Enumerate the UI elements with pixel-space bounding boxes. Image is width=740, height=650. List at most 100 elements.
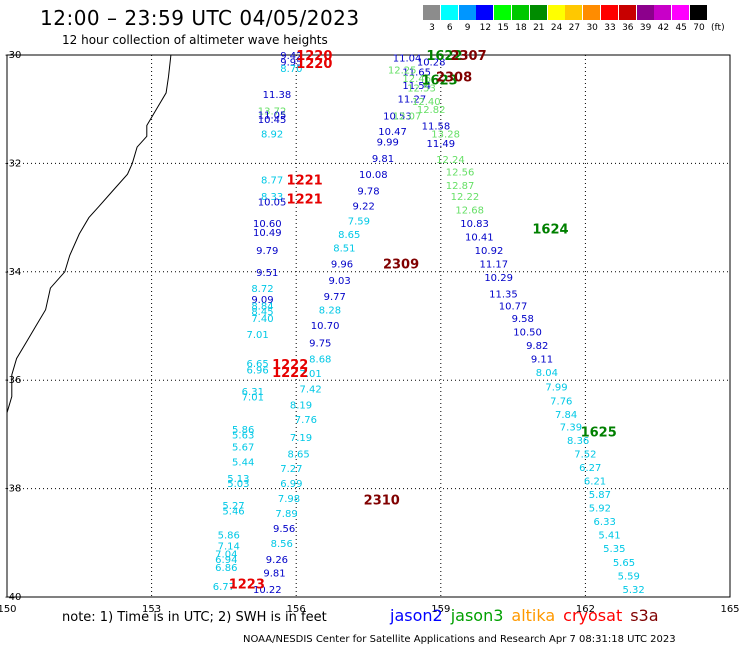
color-swatch (565, 5, 583, 20)
wave-height-value: 9.81 (263, 569, 285, 580)
color-scale-label: 33 (604, 23, 616, 33)
wave-height-value: 11.04 (393, 54, 422, 65)
wave-height-value: 9.51 (256, 268, 278, 279)
pass-time-label: 1222 (272, 358, 308, 373)
wave-height-value: 12.24 (436, 155, 465, 166)
wave-height-value: 12.25 (388, 66, 417, 77)
color-swatch (583, 5, 601, 20)
wave-height-value: 7.40 (251, 314, 273, 325)
wave-height-value: 9.22 (353, 202, 375, 213)
wave-height-value: 11.38 (263, 90, 292, 101)
wave-height-value: 8.51 (333, 243, 355, 254)
wave-height-value: 11.54 (402, 81, 431, 92)
wave-height-value: 7.76 (550, 396, 572, 407)
wave-height-value: 12.53 (407, 84, 436, 95)
color-swatch (601, 5, 618, 20)
wave-height-value: 5.65 (613, 558, 635, 569)
coastline (6, 54, 172, 435)
wave-height-value: 8.19 (290, 401, 312, 412)
wave-height-value: 7.52 (574, 449, 596, 460)
wave-height-value: 12.46 (402, 74, 431, 85)
wave-height-value: 8.68 (309, 355, 331, 366)
wave-height-value: 5.32 (622, 585, 644, 596)
legend-entry-s3a: s3a (630, 606, 659, 625)
wave-height-value: 7.04 (215, 550, 237, 561)
wave-height-value: 11.58 (422, 121, 451, 132)
color-scale-label: 12 (479, 23, 492, 33)
wave-height-value: 5.03 (227, 479, 249, 490)
pass-time-label: 1220 (296, 49, 332, 64)
legend-entry-altika: altika (511, 606, 556, 625)
wave-height-value: 6.86 (215, 563, 237, 574)
wave-height-value: 7.27 (280, 464, 302, 475)
satellite-legend: jason2 jason3 altika cryosat s3a (390, 606, 667, 625)
wave-height-value: 5.59 (618, 571, 640, 582)
credit-line: NOAA/NESDIS Center for Satellite Applica… (243, 634, 676, 645)
color-swatch (618, 5, 636, 20)
wave-height-value: 10.41 (465, 233, 494, 244)
wave-height-value: 10.28 (417, 58, 446, 69)
pass-time-label: 1622 (426, 49, 462, 64)
wave-height-value: 5.41 (598, 531, 620, 542)
latitude-tick-label: -36 (5, 375, 21, 386)
color-scale-label: 3 (429, 23, 435, 33)
wave-height-value: 12.07 (393, 112, 422, 123)
color-scale-label: 15 (497, 23, 509, 33)
pass-time-label: 1222 (272, 366, 308, 381)
wave-height-value: 9.99 (377, 138, 399, 149)
wave-height-value: 8.92 (261, 130, 283, 141)
pass-time-label: 2309 (383, 258, 419, 273)
wave-height-value: 7.01 (300, 369, 322, 380)
wave-height-value: 6.77 (213, 582, 235, 593)
wave-height-value: 7.01 (242, 392, 264, 403)
footnote: note: 1) Time is in UTC; 2) SWH is in fe… (62, 610, 327, 625)
wave-height-value: 8.36 (567, 436, 589, 447)
wave-height-value: 6.27 (579, 463, 601, 474)
wave-height-value: 8.65 (287, 449, 309, 460)
wave-height-value: 9.09 (251, 295, 273, 306)
latitude-tick-label: -38 (5, 484, 21, 495)
wave-height-value: 8.28 (319, 306, 341, 317)
wave-height-value: 13.72 (258, 106, 287, 117)
wave-height-value: 6.33 (594, 517, 616, 528)
wave-height-value: 8.72 (251, 284, 273, 295)
wave-height-value: 12.40 (412, 97, 441, 108)
color-swatch (494, 5, 512, 20)
page-subtitle: 12 hour collection of altimeter wave hei… (62, 33, 328, 47)
wave-height-value: 13.28 (431, 130, 460, 141)
wave-height-value: 8.65 (338, 230, 360, 241)
wave-height-value: 9.95 (280, 58, 302, 69)
wave-height-value: 8.33 (261, 192, 283, 203)
wave-height-value: 11.35 (489, 289, 518, 300)
wave-height-value: 10.47 (378, 127, 407, 138)
wave-height-value: 6.96 (247, 365, 269, 376)
latitude-tick-label: -34 (5, 267, 21, 278)
wave-height-value: 6.31 (242, 387, 264, 398)
wave-height-value: 8.70 (280, 64, 302, 75)
wave-height-value: 6.21 (584, 476, 606, 487)
wave-height-value: 6.94 (215, 555, 237, 566)
pass-time-label: 2308 (436, 71, 472, 86)
wave-height-value: 8.45 (251, 307, 273, 318)
wave-height-value: 9.11 (531, 355, 553, 366)
wave-height-value: 5.13 (227, 474, 249, 485)
longitude-tick-label: 162 (576, 604, 595, 615)
pass-time-label: 1624 (532, 222, 568, 237)
wave-height-value: 12.68 (455, 205, 484, 216)
wave-height-value: 5.67 (232, 442, 254, 453)
wave-height-value: 5.44 (232, 458, 254, 469)
color-swatch (512, 5, 529, 20)
wave-height-value: 12.22 (451, 192, 480, 203)
color-scale-label: 42 (657, 23, 670, 33)
longitude-tick-label: 165 (720, 604, 739, 615)
wave-height-value: 5.27 (222, 501, 244, 512)
color-swatch (529, 5, 547, 20)
longitude-tick-label: 159 (431, 604, 450, 615)
wave-height-value: 12.82 (417, 105, 446, 116)
wave-height-value: 12.56 (446, 168, 475, 179)
legend-entry-jason2: jason2 (390, 606, 443, 625)
wave-height-value: 10.29 (484, 273, 513, 284)
wave-height-value: 11.49 (426, 139, 455, 150)
color-swatch (636, 5, 654, 20)
color-scale-label: 30 (586, 23, 598, 33)
